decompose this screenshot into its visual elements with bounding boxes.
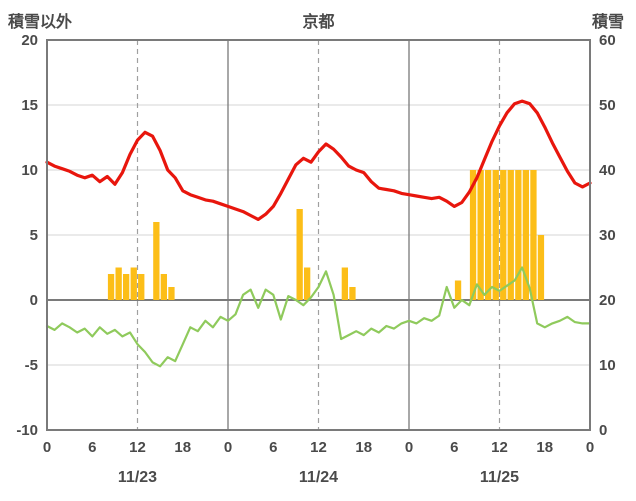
precip-bar: [349, 287, 356, 300]
right-axis-tick: 50: [599, 97, 616, 114]
precip-bar: [296, 209, 303, 300]
precip-bar: [304, 267, 311, 300]
chart-title: 京都: [302, 14, 335, 31]
x-axis-tick: 6: [450, 439, 458, 456]
precip-bar: [107, 274, 115, 300]
green-line: [45, 266, 592, 368]
left-axis-tick: 15: [21, 97, 38, 114]
left-axis-tick: 5: [30, 227, 38, 244]
x-axis-tick: 12: [491, 439, 508, 456]
precip-bar: [153, 222, 160, 300]
left-axis-tick: -10: [16, 422, 38, 439]
left-axis-tick: -5: [25, 357, 38, 374]
precip-bar: [168, 287, 175, 300]
precip-bar: [123, 274, 130, 300]
right-axis-tick: 40: [599, 162, 616, 179]
x-axis-tick: 0: [405, 439, 413, 456]
x-axis-tick: 18: [174, 439, 191, 456]
left-axis-title: 積雪以外: [8, 14, 73, 31]
precip-bar: [477, 170, 484, 300]
right-axis-tick: 0: [599, 422, 607, 439]
left-axis-tick: 0: [30, 292, 38, 309]
precip-bar: [138, 274, 145, 300]
plot-border: [46, 39, 591, 431]
x-axis-tick: 12: [310, 439, 327, 456]
precip-bar: [515, 170, 522, 300]
precip-bar: [469, 170, 477, 300]
precip-bar: [530, 170, 537, 300]
precip-bar: [522, 170, 529, 300]
precip-bar: [492, 170, 499, 300]
x-axis-tick: 12: [129, 439, 146, 456]
precip-bar: [485, 170, 492, 300]
precip-bar: [130, 267, 137, 300]
red-line: [45, 99, 592, 221]
precip-bar: [454, 280, 462, 300]
x-axis-tick: 6: [269, 439, 277, 456]
x-axis-tick: 6: [88, 439, 96, 456]
x-axis-tick: 18: [355, 439, 372, 456]
precip-bar: [115, 267, 122, 300]
precip-bar: [500, 170, 507, 300]
left-axis-tick: 10: [21, 162, 38, 179]
right-axis-tick: 10: [599, 357, 616, 374]
precip-bar: [507, 170, 514, 300]
date-label: 11/25: [480, 469, 519, 486]
x-axis-tick: 18: [536, 439, 553, 456]
right-axis-tick: 60: [599, 32, 616, 49]
left-axis-tick: 20: [21, 32, 38, 49]
x-axis-tick: 0: [586, 439, 594, 456]
right-axis-tick: 20: [599, 292, 616, 309]
date-label: 11/24: [299, 469, 338, 486]
precip-bar: [537, 235, 545, 300]
right-axis-title: 積雪: [591, 14, 624, 31]
date-label: 11/23: [118, 469, 157, 486]
x-axis-tick: 0: [43, 439, 51, 456]
precip-bar: [341, 267, 348, 300]
precip-bar: [160, 274, 167, 300]
x-axis-tick: 0: [224, 439, 232, 456]
right-axis-tick: 30: [599, 227, 616, 244]
